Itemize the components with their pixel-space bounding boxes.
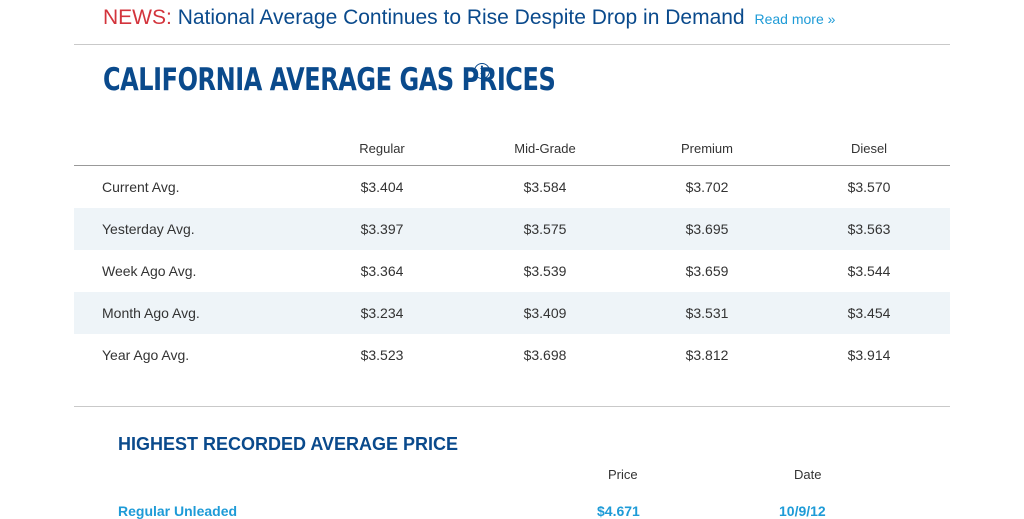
price-cell: $3.364 — [360, 263, 404, 279]
table-row: Yesterday Avg. $3.397 $3.575 $3.695 $3.5… — [74, 208, 950, 250]
table-row: Year Ago Avg. $3.523 $3.698 $3.812 $3.91… — [74, 334, 950, 376]
highest-price-date: 10/9/12 — [779, 503, 826, 519]
news-tag: NEWS: — [103, 6, 172, 29]
price-cell: $3.397 — [360, 221, 404, 237]
fuel-type-link[interactable]: Regular Unleaded — [118, 503, 238, 519]
row-label: Week Ago Avg. — [102, 263, 197, 279]
price-cell: $3.404 — [360, 179, 404, 195]
price-cell: $3.454 — [847, 305, 891, 321]
highest-price-value: $4.671 — [597, 503, 640, 519]
read-more-link[interactable]: Read more » — [754, 11, 836, 27]
prices-table: Regular Mid-Grade Premium Diesel Current… — [74, 132, 950, 376]
table-row: Month Ago Avg. $3.234 $3.409 $3.531 $3.4… — [74, 292, 950, 334]
price-cell: $3.570 — [847, 179, 891, 195]
row-label: Year Ago Avg. — [102, 347, 190, 363]
news-headline-link[interactable]: National Average Continues to Rise Despi… — [177, 6, 745, 29]
price-cell: $3.234 — [360, 305, 404, 321]
price-cell: $3.914 — [847, 347, 891, 363]
row-label: Current Avg. — [102, 179, 180, 195]
price-cell: $3.702 — [685, 179, 729, 195]
column-header-premium: Premium — [680, 141, 733, 156]
highest-price-title: HIGHEST RECORDED AVERAGE PRICE — [118, 434, 459, 454]
price-cell: $3.698 — [523, 347, 567, 363]
price-cell: $3.812 — [685, 347, 729, 363]
row-label: Month Ago Avg. — [102, 305, 200, 321]
news-banner: NEWS: National Average Continues to Rise… — [103, 6, 835, 30]
price-cell: $3.695 — [685, 221, 729, 237]
table-row: Week Ago Avg. $3.364 $3.539 $3.659 $3.54… — [74, 250, 950, 292]
price-column-header: Price — [608, 467, 638, 482]
table-header: Regular Mid-Grade Premium Diesel — [74, 132, 950, 166]
price-cell: $3.544 — [847, 263, 891, 279]
price-cell: $3.523 — [360, 347, 404, 363]
table-row: Current Avg. $3.404 $3.584 $3.702 $3.570 — [74, 166, 950, 208]
price-cell: $3.575 — [523, 221, 567, 237]
price-cell: $3.584 — [523, 179, 567, 195]
row-label: Yesterday Avg. — [102, 221, 195, 237]
column-header-regular: Regular — [359, 141, 405, 156]
info-icon[interactable]: i — [474, 63, 490, 79]
price-cell: $3.563 — [847, 221, 891, 237]
column-header-diesel: Diesel — [850, 141, 888, 156]
date-column-header: Date — [794, 467, 822, 482]
section-divider — [74, 406, 950, 407]
column-header-mid-grade: Mid-Grade — [514, 141, 576, 156]
price-cell: $3.539 — [523, 263, 567, 279]
top-divider — [74, 44, 950, 45]
price-cell: $3.531 — [685, 305, 729, 321]
price-cell: $3.409 — [523, 305, 567, 321]
price-cell: $3.659 — [685, 263, 729, 279]
